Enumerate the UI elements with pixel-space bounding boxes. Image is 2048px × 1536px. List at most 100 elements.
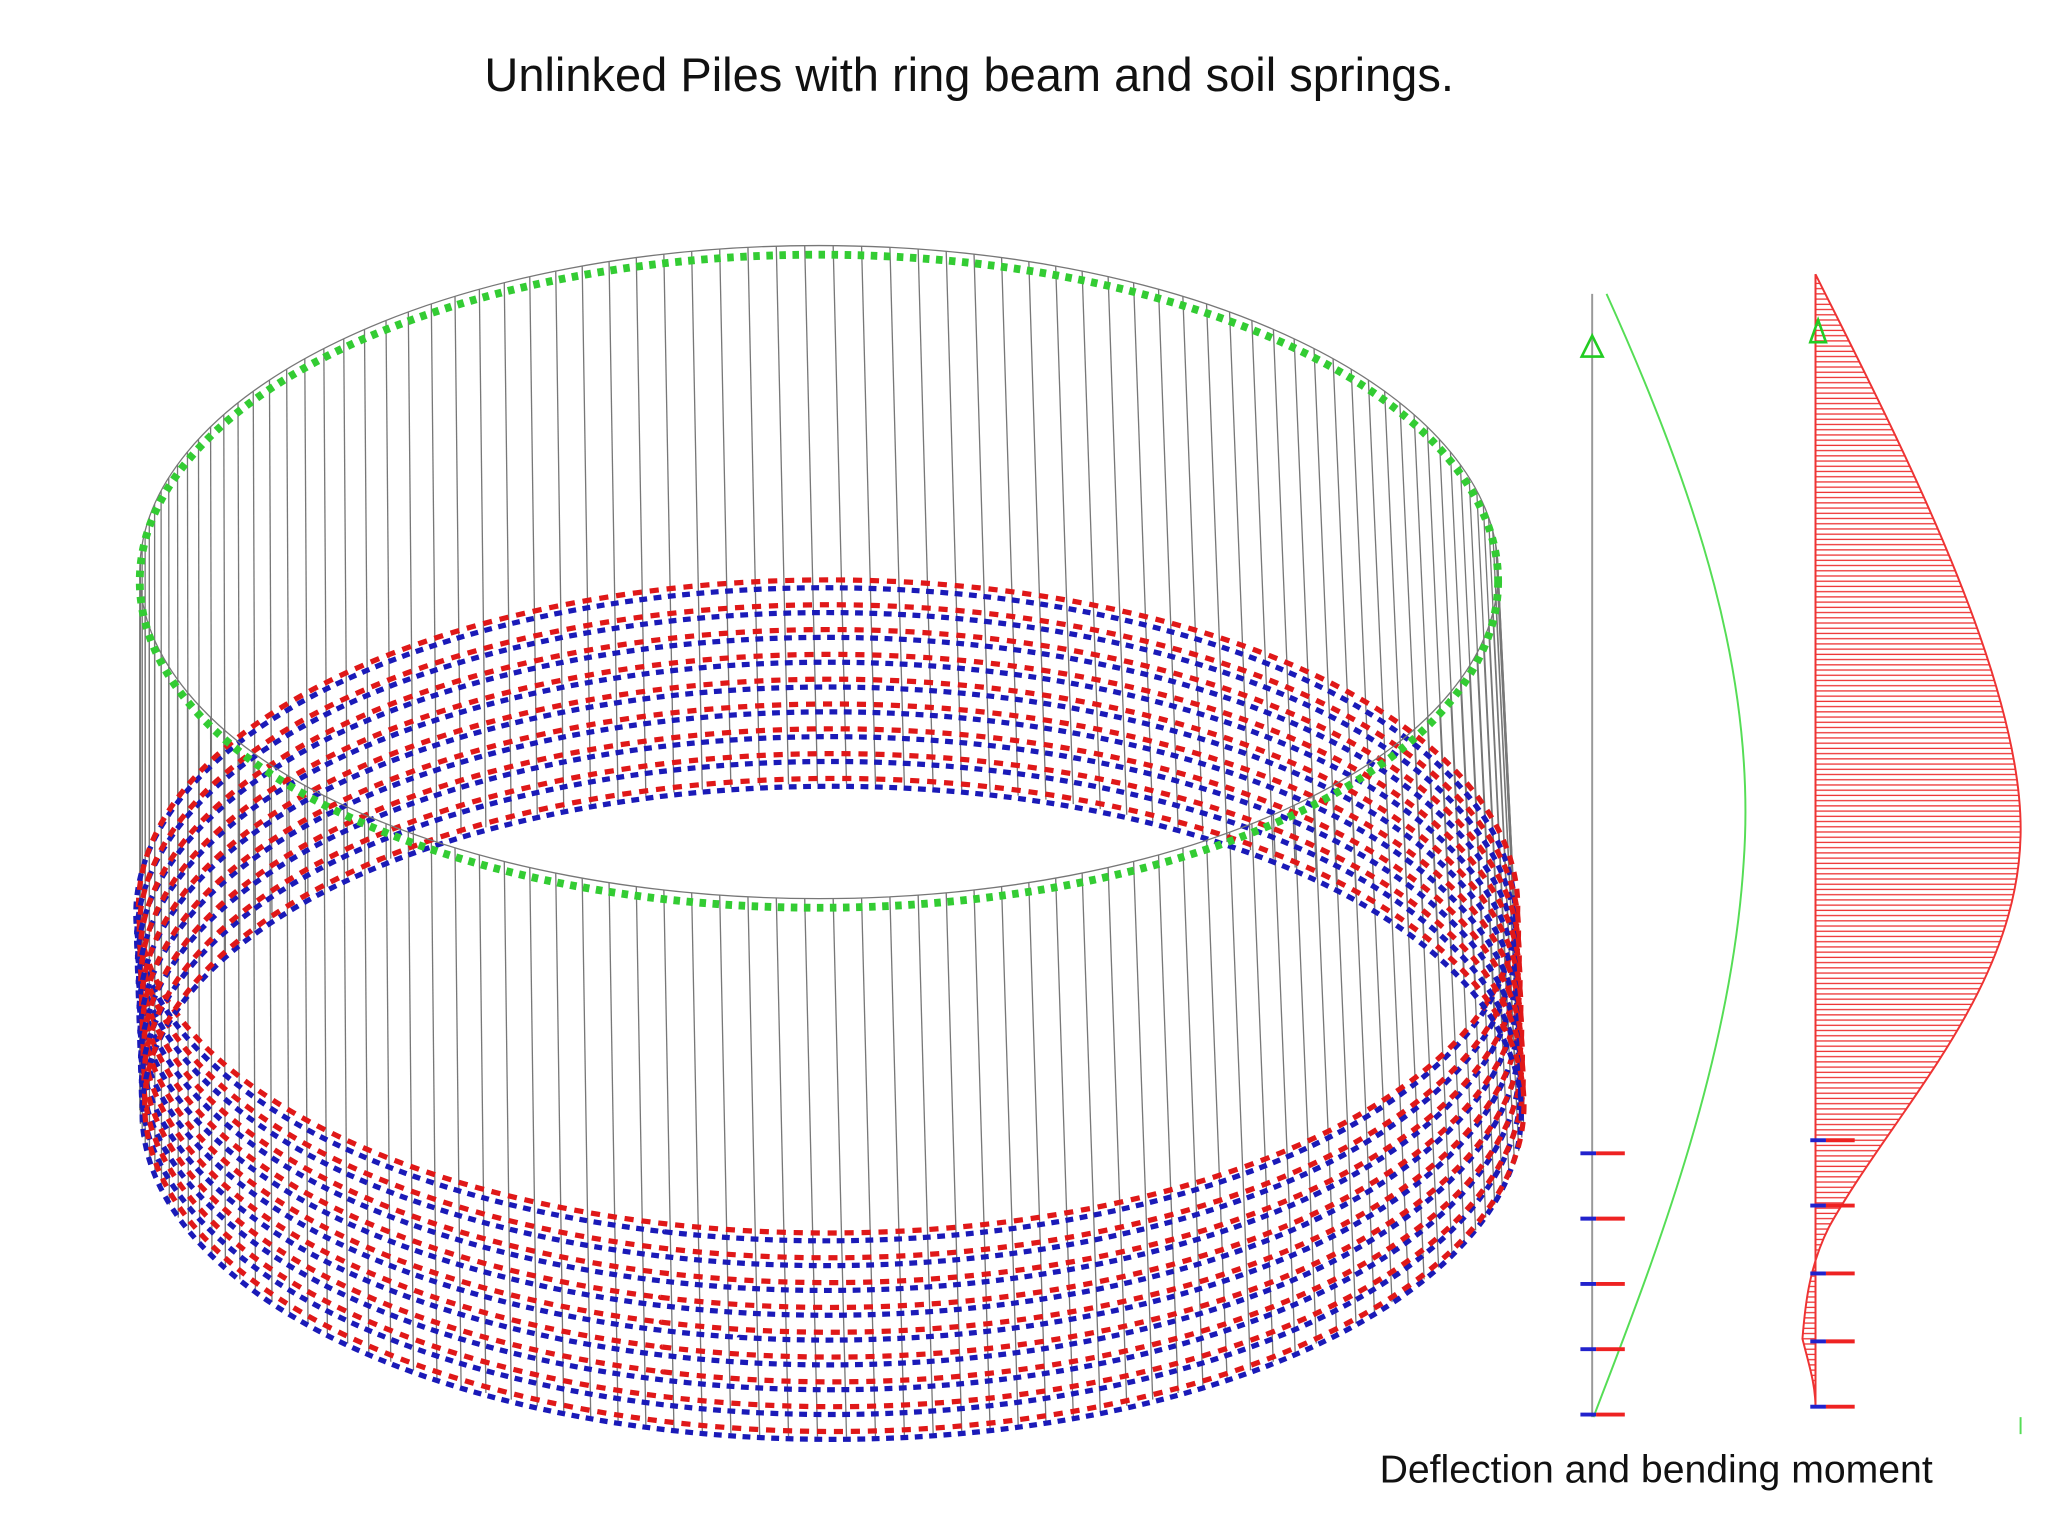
pile bbox=[1468, 477, 1496, 1016]
pile bbox=[1205, 303, 1228, 843]
pile bbox=[430, 303, 438, 843]
pile bbox=[252, 391, 257, 930]
support bbox=[1808, 316, 1828, 344]
pile bbox=[304, 358, 309, 897]
pile bbox=[860, 897, 877, 1437]
pile bbox=[973, 254, 991, 793]
pile bbox=[323, 795, 329, 1334]
pile bbox=[385, 320, 392, 859]
pile bbox=[889, 896, 906, 1435]
spring-ring bbox=[140, 726, 1526, 1385]
pile bbox=[286, 774, 291, 1314]
caption: Deflection and bending moment bbox=[1380, 1448, 1933, 1491]
pile bbox=[1055, 878, 1074, 1417]
pile bbox=[832, 245, 848, 784]
spring-ring bbox=[137, 626, 1522, 1286]
pile bbox=[1055, 266, 1074, 805]
pile bbox=[186, 451, 190, 991]
pile bbox=[635, 257, 647, 796]
pile bbox=[1293, 338, 1317, 877]
pile bbox=[1313, 795, 1338, 1334]
pile bbox=[691, 892, 703, 1431]
pile bbox=[1272, 329, 1296, 868]
pile bbox=[1107, 867, 1128, 1406]
pile bbox=[1028, 261, 1047, 800]
pile bbox=[454, 296, 462, 835]
pile bbox=[1413, 414, 1440, 953]
pile bbox=[1107, 276, 1128, 815]
pile bbox=[1367, 380, 1393, 919]
pile bbox=[1157, 289, 1179, 828]
pile bbox=[1157, 854, 1179, 1394]
pile bbox=[454, 847, 462, 1386]
pile bbox=[223, 414, 227, 953]
pile bbox=[1332, 358, 1357, 897]
pile bbox=[1132, 282, 1154, 821]
pile bbox=[1482, 504, 1510, 1043]
pile bbox=[430, 840, 438, 1379]
pile bbox=[635, 886, 647, 1425]
ring-beam bbox=[135, 244, 1503, 912]
pile bbox=[407, 311, 415, 851]
pile bbox=[1028, 882, 1047, 1421]
pile bbox=[832, 898, 848, 1437]
ring-supports bbox=[135, 250, 1503, 912]
pile bbox=[1350, 369, 1376, 908]
spring-ring bbox=[138, 676, 1524, 1335]
spring-ring bbox=[141, 751, 1526, 1410]
pile bbox=[1438, 439, 1466, 978]
pile bbox=[286, 369, 291, 908]
pile bbox=[775, 897, 790, 1437]
pile bbox=[747, 896, 761, 1435]
spring-ticks bbox=[1580, 1151, 1625, 1417]
pile bbox=[1251, 320, 1274, 859]
pile bbox=[503, 282, 512, 821]
pile bbox=[1000, 257, 1019, 796]
pile bbox=[1332, 785, 1357, 1324]
pile bbox=[478, 854, 487, 1393]
pile bbox=[945, 251, 963, 790]
pile bbox=[223, 729, 227, 1268]
pile bbox=[252, 752, 257, 1291]
pile bbox=[719, 895, 732, 1434]
pile bbox=[343, 805, 349, 1344]
pile bbox=[1251, 823, 1274, 1362]
pile bbox=[1132, 861, 1154, 1400]
pile bbox=[747, 247, 761, 786]
pile bbox=[719, 249, 732, 788]
pile bbox=[555, 873, 565, 1412]
spring-ring bbox=[136, 602, 1522, 1261]
pile bbox=[555, 271, 565, 810]
pile bbox=[385, 823, 392, 1362]
spring-ring bbox=[142, 775, 1527, 1435]
pile bbox=[1293, 805, 1317, 1344]
pile bbox=[1272, 814, 1296, 1353]
moment-diagram bbox=[1801, 273, 2022, 1435]
pile bbox=[691, 251, 703, 790]
pile bbox=[503, 861, 512, 1400]
pile bbox=[663, 889, 675, 1429]
pile bbox=[268, 380, 273, 919]
deflection-diagram bbox=[1579, 293, 1747, 1418]
pile bbox=[363, 329, 370, 868]
pile bbox=[917, 895, 934, 1434]
pile bbox=[176, 464, 179, 1003]
pile bbox=[581, 266, 592, 805]
pile bbox=[1182, 847, 1204, 1386]
pile bbox=[860, 246, 877, 785]
pile bbox=[343, 338, 349, 877]
pile bbox=[608, 882, 619, 1421]
pile bbox=[804, 898, 819, 1437]
pile bbox=[663, 254, 675, 793]
pile bbox=[168, 477, 170, 1016]
pile bbox=[1000, 886, 1019, 1425]
pile bbox=[1182, 296, 1204, 835]
pile bbox=[917, 249, 934, 788]
pile bbox=[407, 832, 415, 1371]
pile bbox=[804, 245, 819, 784]
pile bbox=[775, 246, 790, 785]
pile bbox=[1383, 391, 1410, 930]
